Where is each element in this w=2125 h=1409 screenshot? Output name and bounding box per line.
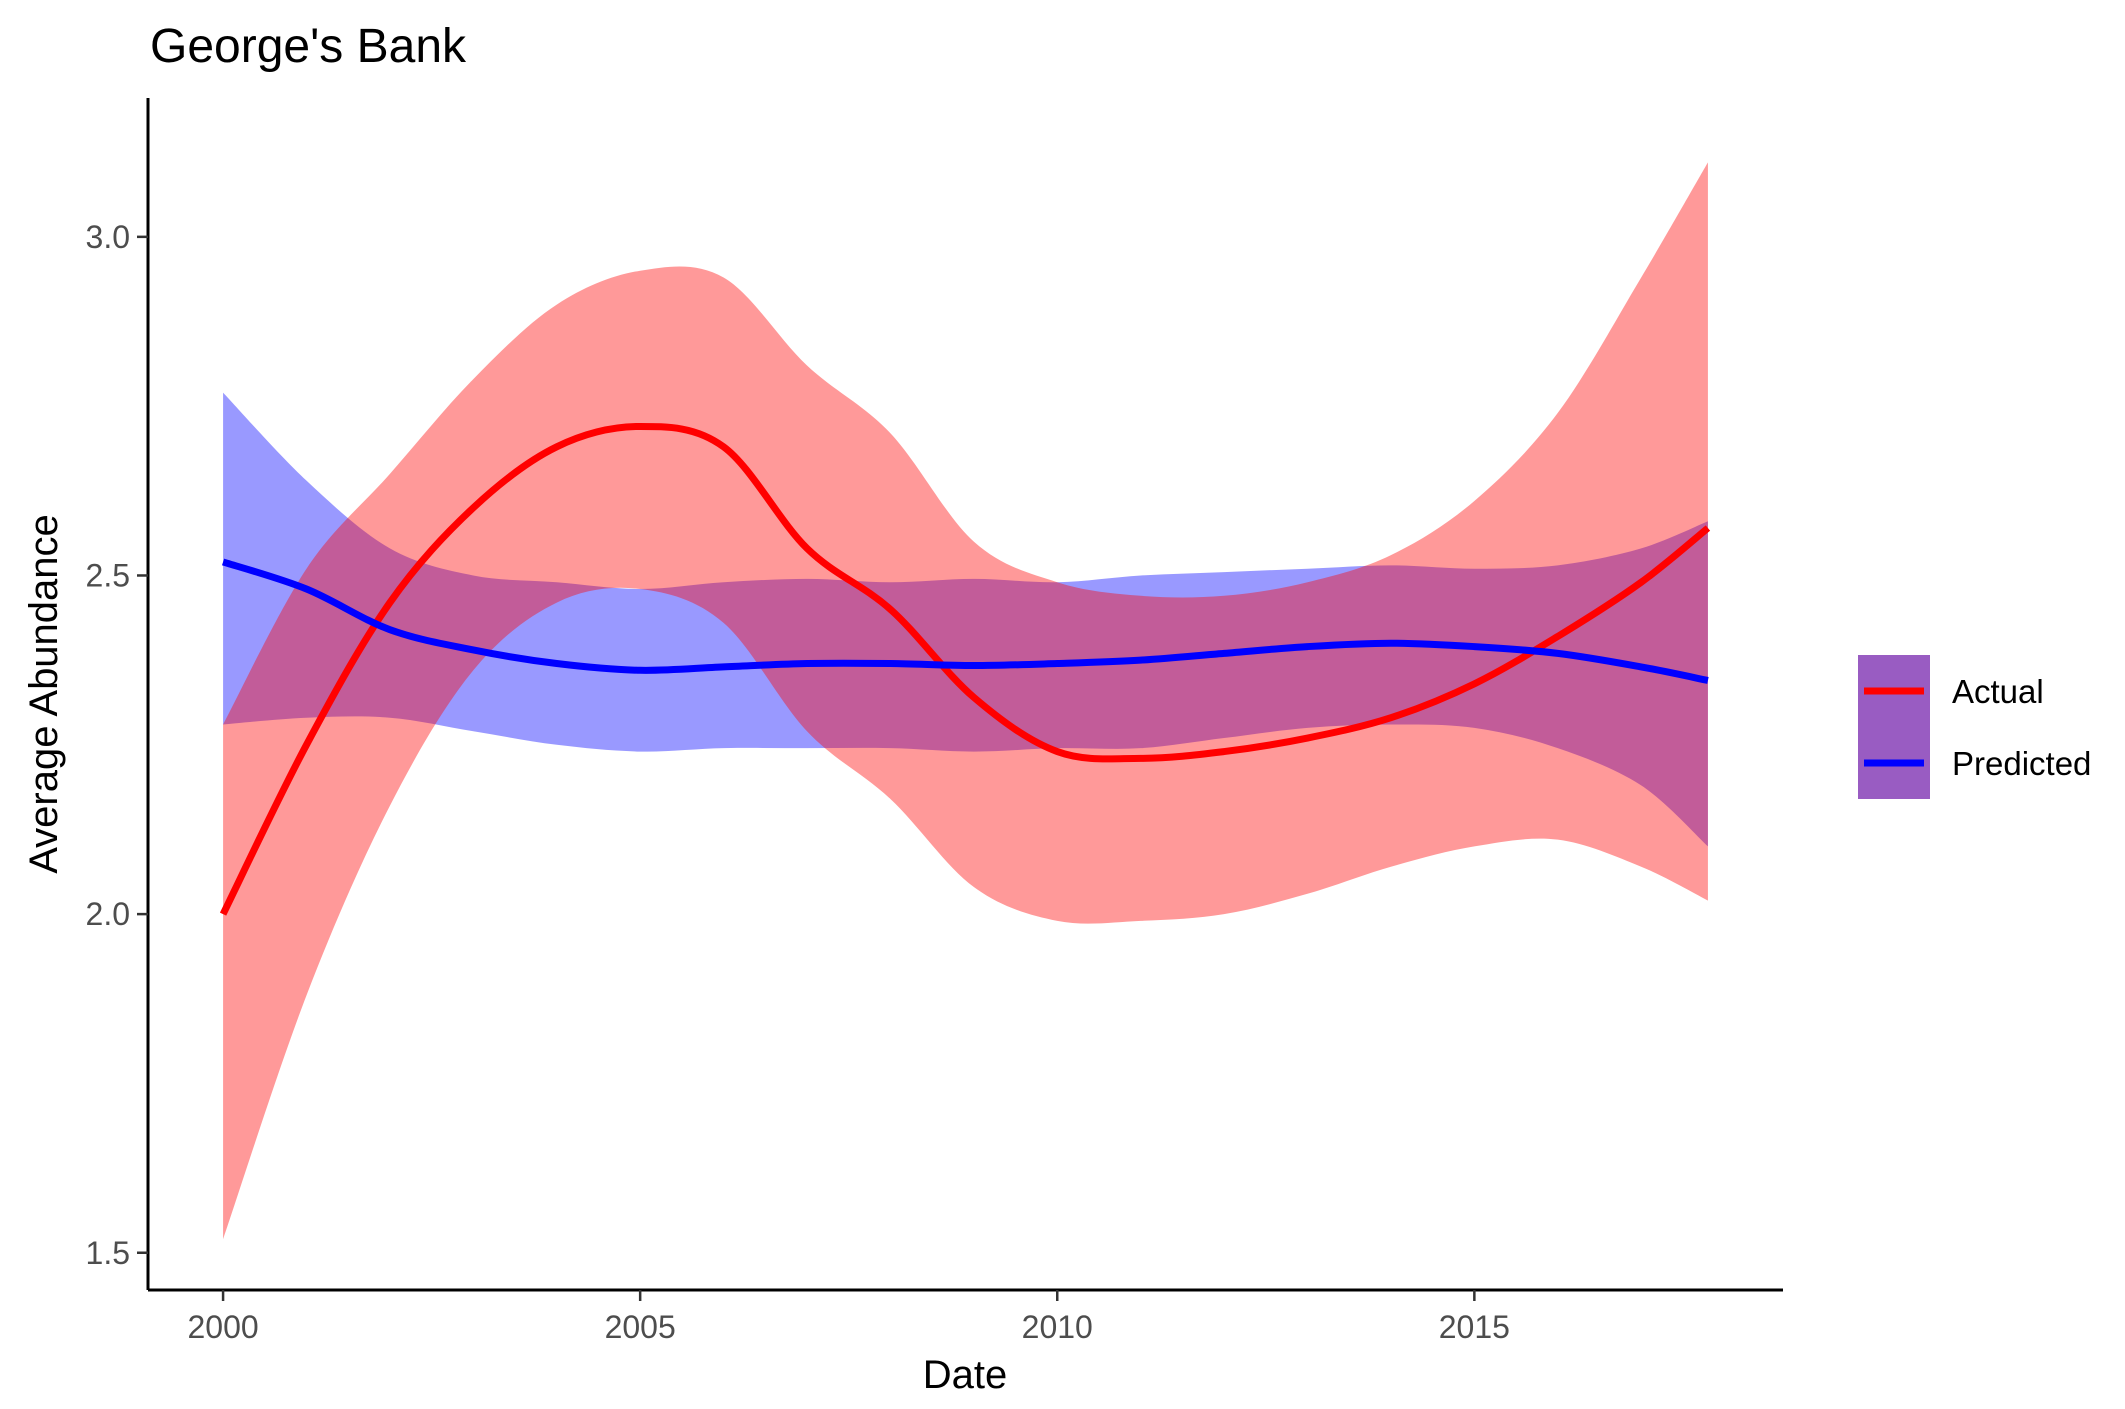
- axes: [146, 98, 1783, 1292]
- legend-item-predicted: Predicted: [1858, 727, 2091, 799]
- legend: Actual Predicted: [1858, 655, 2091, 799]
- actual-confidence-band: [223, 162, 1708, 1240]
- ticks: 2000 2005 2010 2015 1.5 2.0 2.5 3.0: [86, 219, 1510, 1345]
- confidence-bands: [223, 162, 1708, 1240]
- x-tick-label: 2005: [605, 1309, 676, 1345]
- x-tick-label: 2010: [1022, 1309, 1093, 1345]
- x-axis-title: Date: [923, 1353, 1008, 1397]
- predicted-line: [221, 558, 1709, 684]
- y-tick-label: 1.5: [86, 1235, 130, 1271]
- series-lines: [219, 422, 1711, 916]
- y-tick-label: 3.0: [86, 219, 130, 255]
- x-tick-label: 2015: [1439, 1309, 1510, 1345]
- chart-title: George's Bank: [150, 20, 467, 73]
- legend-label: Actual: [1952, 673, 2044, 710]
- legend-label: Predicted: [1952, 745, 2091, 782]
- x-tick-label: 2000: [187, 1309, 258, 1345]
- predicted-confidence-band: [223, 392, 1708, 847]
- legend-item-actual: Actual: [1858, 655, 2044, 727]
- y-tick-label: 2.5: [86, 557, 130, 593]
- y-tick-label: 2.0: [86, 896, 130, 932]
- y-axis-title: Average Abundance: [22, 514, 66, 874]
- actual-line: [219, 422, 1711, 916]
